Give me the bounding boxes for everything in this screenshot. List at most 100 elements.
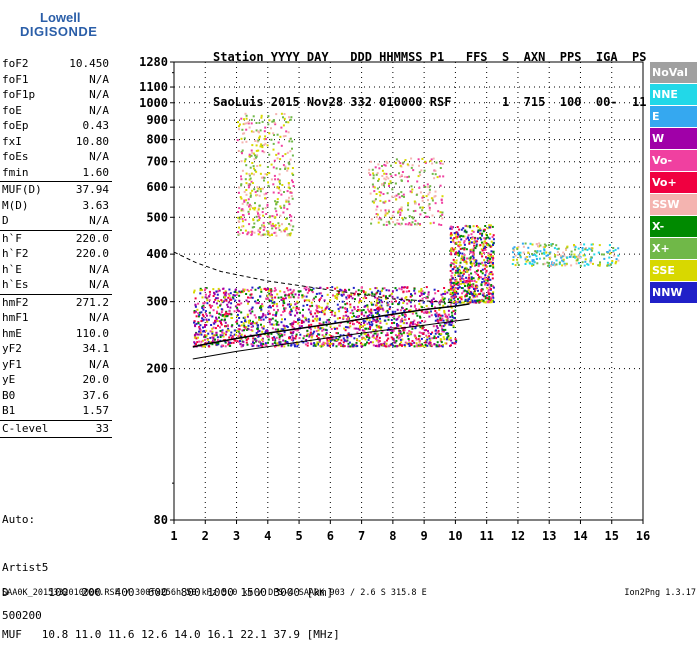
echo-point [415,342,418,345]
echo-point [426,338,429,341]
param-name: B0 [2,388,16,402]
echo-point [289,191,292,194]
echo-point [447,313,450,316]
echo-point [519,256,522,259]
echo-point [285,200,288,203]
echo-point [334,297,337,299]
echo-point [388,289,391,292]
echo-point [204,345,206,348]
echo-point [570,253,573,256]
echo-point [242,322,245,325]
echo-point [384,345,387,348]
echo-point [417,321,420,324]
echo-point [286,169,289,172]
echo-point [220,308,223,311]
echo-point [193,289,196,292]
echo-point [248,203,251,206]
echo-point [379,217,382,220]
echo-point [438,302,441,305]
echo-point [279,214,282,217]
echo-point [263,287,266,290]
echo-point [576,259,579,262]
echo-point [248,174,251,177]
echo-point [472,225,475,228]
echo-point [513,246,516,249]
echo-point [477,229,480,232]
echo-point [290,323,293,326]
param-name: B1 [2,404,16,417]
echo-point [239,196,242,199]
echo-point [381,165,383,167]
echo-point [562,258,565,261]
echo-point [320,323,323,326]
echo-point [579,257,582,259]
echo-point [488,244,491,247]
echo-point [329,325,332,328]
echo-point [253,226,256,228]
param-row: yF1 N/A [0,357,112,373]
echo-point [380,299,383,302]
echo-point [390,292,393,295]
param-row: foE N/A [0,103,112,119]
echo-point [259,334,262,337]
echo-point [241,220,244,223]
echo-point [227,329,230,332]
param-row: M(D) 3.63 [0,198,112,214]
echo-point [451,314,454,317]
echo-point [248,173,251,176]
echo-point [599,263,601,266]
echo-point [471,255,474,257]
echo-point [452,324,455,327]
legend-item-x: X- [650,216,697,237]
echo-point [425,286,428,289]
echo-point [294,293,297,296]
echo-point [295,302,298,305]
echo-point [249,208,252,211]
echo-point [251,306,254,309]
y-tick-label: 1280 [139,55,168,69]
echo-point [513,249,516,252]
echo-point [486,301,489,304]
echo-point [395,194,398,197]
echo-point [249,195,252,198]
echo-point [250,130,253,133]
echo-point [459,269,461,272]
echo-point [374,345,377,347]
echo-point [391,214,394,217]
echo-point [449,234,452,237]
echo-point [478,275,481,278]
echo-point [286,234,289,237]
echo-point [363,291,365,294]
echo-point [375,193,378,195]
echo-point [257,324,260,327]
echo-point [462,269,465,272]
echo-point [219,326,221,329]
echo-point [245,117,248,120]
echo-point [479,244,482,247]
echo-point [376,312,379,315]
echo-point [238,233,241,235]
echo-point [430,314,433,317]
echo-point [608,256,611,259]
param-row: foF1 N/A [0,72,112,88]
echo-point [441,217,444,220]
echo-point [248,205,250,208]
echo-point [267,310,270,313]
echo-point [307,320,310,323]
param-value: 0.43 [82,119,110,132]
echo-point [290,310,293,313]
echo-point [328,318,331,321]
echo-point [451,239,454,242]
echo-point [288,303,291,306]
echo-point [420,289,423,292]
echo-point [440,293,443,296]
echo-point [199,289,202,292]
echo-point [377,218,380,221]
echo-point [579,251,582,254]
echo-point [400,209,403,212]
echo-point [417,300,420,302]
echo-point [292,289,295,292]
echo-point [303,299,306,302]
echo-point [340,339,343,342]
echo-point [215,342,218,345]
